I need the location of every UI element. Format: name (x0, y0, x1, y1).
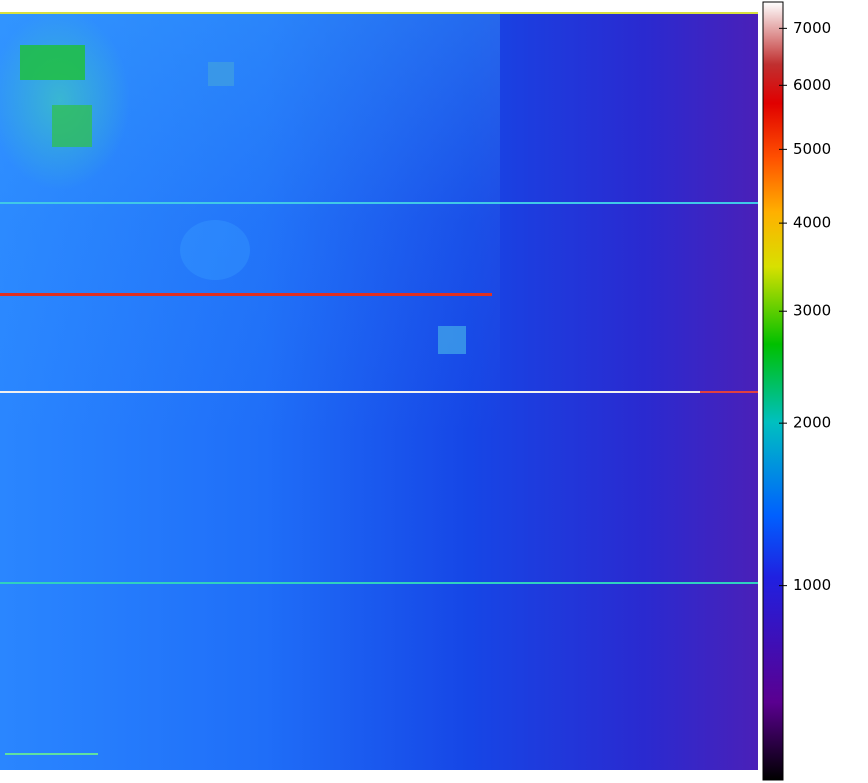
colorbar-tick-label: 3000 (793, 302, 831, 320)
colorbar-tick-label: 4000 (793, 214, 831, 232)
colorbar-tick-label: 6000 (793, 76, 831, 94)
detector-image (0, 10, 758, 770)
colorbar-tick-label: 7000 (793, 19, 831, 37)
colorbar-tick-label: 1000 (793, 576, 831, 594)
colorbar-tick-label: 2000 (793, 414, 831, 432)
colorbar (762, 1, 784, 781)
colorbar-tick-label: 5000 (793, 140, 831, 158)
